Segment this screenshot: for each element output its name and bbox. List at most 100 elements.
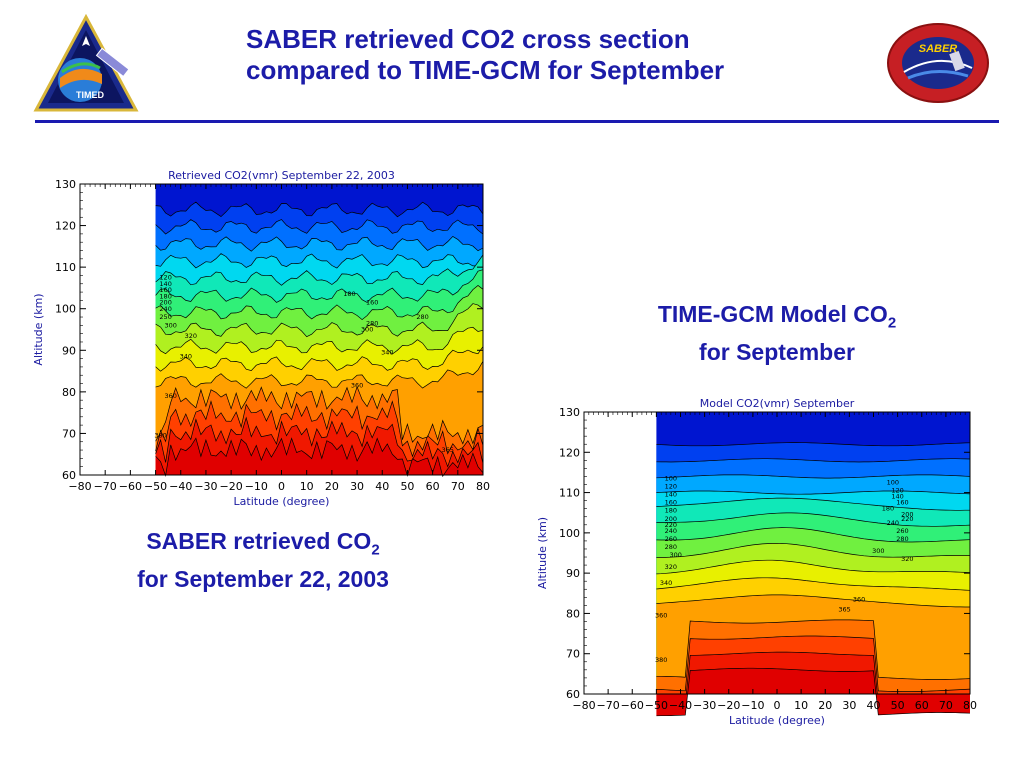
contour-label: 380 [655, 656, 667, 664]
x-tick-label: 60 [426, 480, 440, 493]
y-tick-label: 130 [55, 178, 76, 191]
contour-band [155, 438, 483, 477]
contour-label: 300 [164, 321, 176, 329]
x-tick-label: −60 [119, 480, 142, 493]
contour-label: 240 [665, 527, 677, 535]
contour-label: 100 [665, 474, 677, 482]
x-tick-label: 40 [375, 480, 389, 493]
x-tick-label: 80 [963, 699, 977, 712]
contour-label: 140 [891, 493, 903, 501]
contour-label: 320 [901, 555, 913, 563]
y-tick-label: 110 [55, 261, 76, 274]
contour-line [656, 577, 971, 591]
contour-line [656, 619, 971, 680]
saber-logo: SABER [887, 23, 989, 103]
contour-label: 250 [159, 313, 171, 321]
contour-line [155, 416, 484, 468]
contour-line [155, 437, 484, 478]
contour-label: 340 [381, 348, 393, 356]
contour-line [155, 285, 484, 321]
x-tick-label: 40 [867, 699, 881, 712]
x-tick-label: 60 [915, 699, 929, 712]
contour-label: 100 [887, 479, 899, 487]
y-tick-label: 90 [566, 567, 580, 580]
contour-label: 220 [665, 521, 677, 529]
x-tick-label: −40 [669, 699, 692, 712]
x-tick-label: −20 [717, 699, 740, 712]
y-tick-label: 100 [559, 527, 580, 540]
contour-label: 120 [159, 274, 171, 282]
contour-line [656, 559, 971, 575]
y-tick-label: 60 [62, 469, 76, 482]
left-caption: SABER retrieved CO2 for September 22, 20… [86, 527, 440, 594]
contour-label: 280 [665, 543, 677, 551]
contour-label: 180 [159, 292, 171, 300]
x-tick-label: 80 [476, 480, 490, 493]
x-tick-label: 0 [774, 699, 781, 712]
contour-line [155, 235, 484, 252]
y-tick-label: 90 [62, 344, 76, 357]
contour-label: 320 [665, 563, 677, 571]
contour-label: 220 [901, 515, 913, 523]
contour-line [155, 254, 484, 286]
contour-line [656, 442, 971, 447]
slide-title-line1: SABER retrieved CO2 cross section [246, 24, 690, 54]
saber-retrieved-co2-plot: −80 −70 −60 −50 −40 −30 −20 −10 0 10 20 30 40 50 60 70 8… [32, 169, 490, 508]
contour-label: 180 [882, 505, 894, 513]
slide-title: SABER retrieved CO2 cross section compar… [246, 24, 806, 86]
x-tick-label: 10 [794, 699, 808, 712]
contour-line [656, 497, 970, 511]
left-caption-line2: for September 22, 2003 [137, 565, 389, 592]
contour-label: 320 [185, 332, 197, 340]
contour-line [656, 635, 971, 692]
plot-title: Retrieved CO2(vmr) September 22, 2003 [168, 169, 395, 182]
y-tick-label: 130 [559, 406, 580, 419]
contour-label: 360 [351, 382, 363, 390]
contour-line [155, 303, 484, 338]
y-tick-label: 60 [566, 688, 580, 701]
right-caption-subscript: 2 [887, 314, 897, 332]
contour-label: 360 [164, 392, 176, 400]
y-tick-label: 80 [566, 607, 580, 620]
contour-line [155, 326, 484, 355]
contour-label: 240 [887, 519, 899, 527]
contour-label: 180 [665, 507, 677, 515]
contour-line [155, 219, 484, 235]
contour-line [155, 385, 484, 445]
contour-fill [656, 412, 971, 717]
contour-label: 360 [655, 611, 667, 619]
left-caption-main: SABER retrieved CO [146, 528, 372, 554]
x-tick-label: 20 [818, 699, 832, 712]
x-tick-label: 30 [350, 480, 364, 493]
contour-label: 180 [343, 290, 355, 298]
contour-label: 300 [872, 547, 884, 555]
contour-band [656, 668, 970, 716]
timegcm-model-co2-plot: −80 −70 −60 −50 −40 −30 −20 −10 0 10 20 30 40 50 60 70 8… [536, 397, 977, 727]
x-tick-label: −30 [693, 699, 716, 712]
contour-line [155, 361, 484, 389]
right-caption-main: TIME-GCM Model CO [657, 301, 888, 327]
contour-fill [155, 184, 484, 478]
contour-line [155, 201, 484, 218]
y-tick-label: 120 [559, 446, 580, 459]
contour-label: 280 [366, 319, 378, 327]
contour-label: 200 [159, 299, 171, 307]
contour-label: 260 [665, 535, 677, 543]
x-tick-label: −80 [572, 699, 595, 712]
contour-label: 280 [896, 535, 908, 543]
x-tick-label: 20 [325, 480, 339, 493]
contour-line [656, 490, 971, 495]
contour-label: 280 [416, 313, 428, 321]
contour-label: 160 [665, 499, 677, 507]
left-caption-subscript: 2 [371, 541, 380, 559]
x-tick-label: −70 [94, 480, 117, 493]
right-caption-line2: for September [699, 338, 855, 365]
x-tick-label: 50 [891, 699, 905, 712]
x-tick-label: 0 [278, 480, 285, 493]
x-tick-label: −10 [245, 480, 268, 493]
plot-title: Model CO2(vmr) September [700, 397, 855, 410]
y-tick-label: 80 [62, 386, 76, 399]
contour-label: 365 [442, 446, 454, 454]
saber-logo-text: SABER [919, 43, 958, 55]
x-tick-label: −20 [220, 480, 243, 493]
